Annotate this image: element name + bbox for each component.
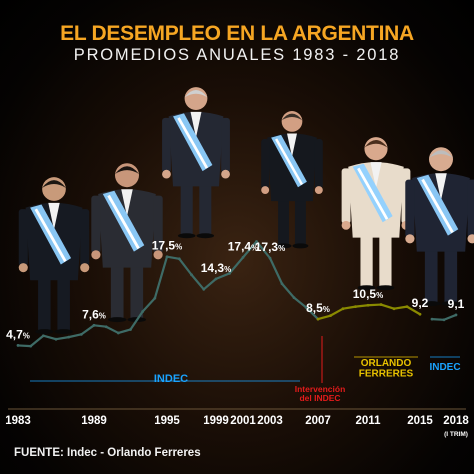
- data-label-2011: 10,5%: [353, 287, 383, 301]
- point-0-1997: [190, 273, 193, 277]
- point-0-2003: [268, 256, 272, 260]
- x-axis: 1983 1989 1995 1999 2001 2003 2007 2011 2015 2018…: [5, 408, 469, 438]
- data-label-1995: 17,5%: [152, 239, 182, 253]
- annotation-indec-2: INDEC: [429, 362, 460, 373]
- data-label-1983: 4,7%: [6, 327, 30, 341]
- figure-president-2015: [405, 147, 474, 307]
- x-tick-1989: 1989: [81, 415, 107, 427]
- x-tick-2003: 2003: [257, 415, 283, 427]
- point-0-1988: [79, 332, 83, 336]
- point-1-2015: [418, 312, 422, 316]
- point-0-2001: [241, 256, 245, 259]
- point-0-1985: [41, 334, 45, 338]
- figure-president-1983: [18, 177, 90, 335]
- point-0-1993: [141, 310, 145, 313]
- point-0-1986: [54, 337, 58, 341]
- x-tick-2015: 2015: [407, 415, 433, 427]
- annotation-intervention: Intervención del INDEC: [295, 384, 346, 403]
- figure-president-1995: [162, 87, 230, 239]
- x-tick-2018: 2018: [443, 415, 469, 427]
- data-label-2001: 17,4%: [228, 239, 258, 253]
- chart-title: EL DESEMPLEO EN LA ARGENTINA: [60, 22, 414, 45]
- data-labels: 4,7% 7,6% 17,5% 14,3% 17,4%17,3% 8,5% 10,5% 9,2…: [6, 239, 465, 342]
- series-line-1: [317, 303, 421, 321]
- figure-president-1989: [91, 163, 163, 323]
- series-lines: [16, 240, 458, 382]
- data-label-2015: 9,2: [412, 296, 429, 310]
- point-1-2012: [379, 303, 383, 306]
- figure-president-2003: [261, 111, 323, 249]
- point-0-1991: [116, 331, 120, 335]
- x-tick-1995: 1995: [154, 415, 180, 427]
- data-label-2003: 17,3%: [255, 240, 285, 254]
- annotation-indec-1: INDEC: [154, 373, 188, 385]
- chart-subtitle: PROMEDIOS ANUALES 1983 - 2018: [73, 46, 401, 64]
- point-2-2016: [430, 317, 434, 321]
- point-0-1994: [153, 296, 157, 300]
- point-0-1996: [177, 257, 181, 261]
- point-0-2006: [304, 305, 308, 309]
- annotation-ferreres: ORLANDO FERRERES: [359, 358, 414, 380]
- x-tick-1999: 1999: [203, 415, 229, 427]
- data-label-2007: 8,5%: [306, 301, 330, 315]
- point-0-1989: [92, 323, 96, 327]
- point-0-1995: [165, 255, 169, 259]
- point-1-2007: [316, 317, 320, 321]
- point-0-1999: [214, 277, 218, 281]
- data-label-1999: 14,3%: [201, 261, 231, 275]
- point-0-1983: [16, 344, 20, 347]
- point-1-2014: [405, 305, 409, 309]
- x-tick-1983: 1983: [5, 415, 31, 427]
- point-0-1990: [104, 325, 108, 329]
- point-1-2008: [329, 314, 332, 318]
- figure-president-2007: [341, 137, 411, 291]
- point-0-2002: [255, 240, 258, 243]
- point-1-2011: [366, 303, 370, 307]
- point-0-1987: [67, 335, 71, 339]
- president-figures: [18, 87, 474, 335]
- point-0-1998: [202, 287, 206, 291]
- point-1-2013: [392, 307, 396, 311]
- annotations: INDEC ORLANDO FERRERES Intervención del INDE…: [154, 336, 461, 403]
- point-2-2018: [454, 313, 458, 317]
- point-0-1992: [129, 328, 132, 331]
- point-0-2004: [280, 282, 284, 286]
- x-tick-2007: 2007: [305, 415, 331, 427]
- x-tick-2011: 2011: [356, 415, 382, 427]
- point-1-2010: [354, 305, 357, 309]
- x-tick-note: (I TRIM): [444, 431, 468, 438]
- data-label-1989: 7,6%: [82, 307, 106, 321]
- point-1-2009: [341, 307, 345, 311]
- x-tick-2001: 2001: [230, 415, 256, 427]
- point-2-2017: [442, 318, 446, 322]
- point-0-1984: [29, 344, 33, 348]
- data-label-2018: 9,1: [448, 297, 465, 311]
- point-0-2000: [228, 271, 231, 275]
- source-note: FUENTE: Indec - Orlando Ferreres: [14, 447, 201, 459]
- point-0-2005: [292, 296, 296, 300]
